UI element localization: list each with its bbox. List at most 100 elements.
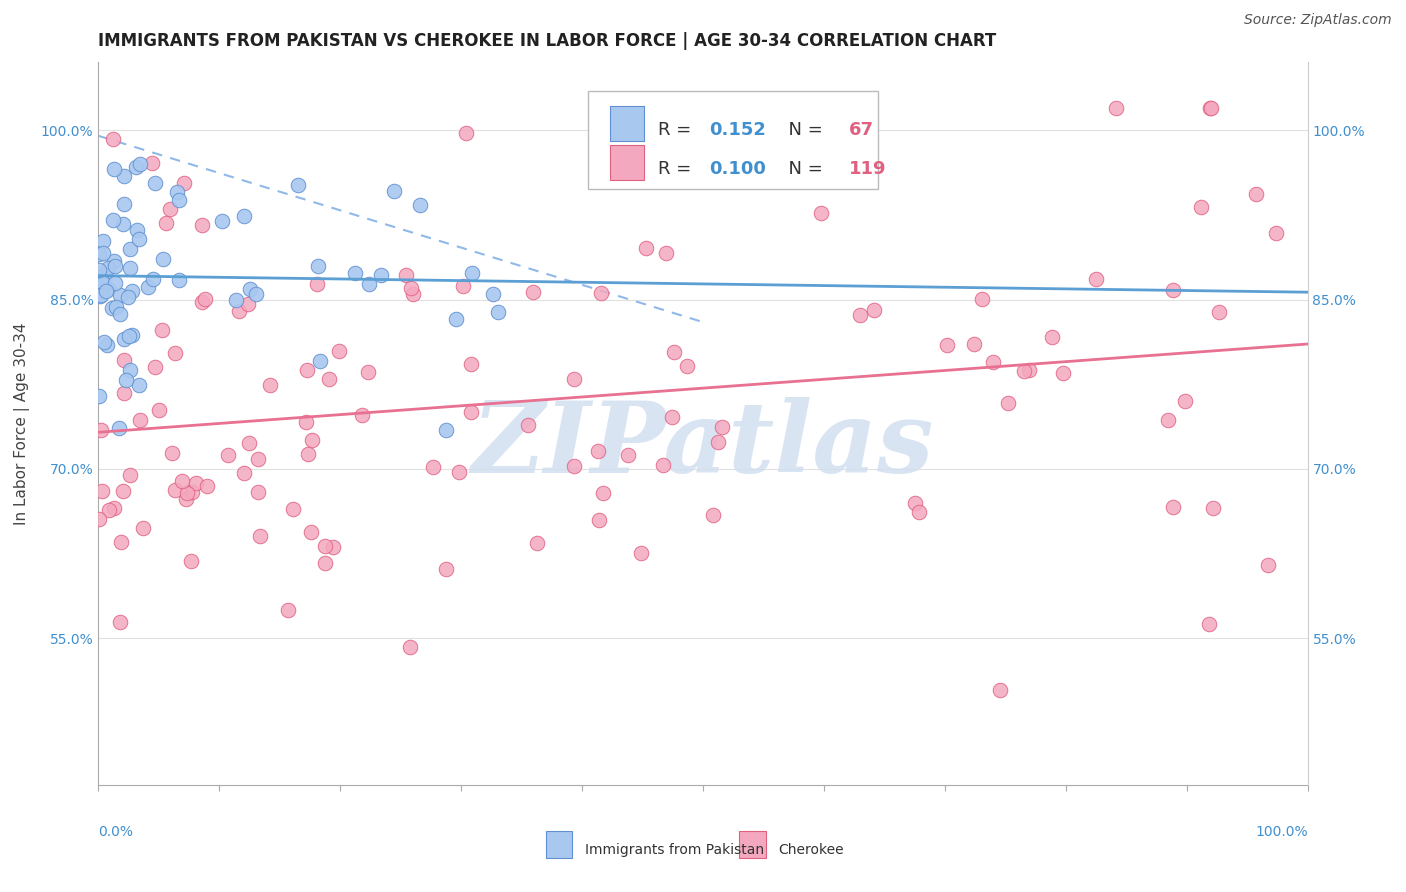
Point: [96, 337, 118, 351]
Point: [103, 212, 125, 227]
Point: [90, 287, 112, 301]
Text: Source: ZipAtlas.com: Source: ZipAtlas.com: [1244, 13, 1392, 28]
Point: [328, 344, 350, 359]
Point: [120, 467, 142, 482]
Text: 0.0%: 0.0%: [98, 825, 134, 838]
Point: [228, 304, 250, 318]
Point: [997, 395, 1019, 409]
Point: [87, 247, 110, 261]
Point: [592, 486, 614, 500]
Point: [287, 178, 309, 193]
Point: [174, 491, 197, 506]
Point: [322, 540, 344, 554]
Point: [1105, 101, 1128, 115]
FancyBboxPatch shape: [610, 145, 644, 179]
Point: [194, 292, 217, 306]
Point: [849, 309, 872, 323]
Point: [676, 359, 699, 373]
Point: [191, 218, 214, 232]
Point: [1084, 272, 1107, 286]
Point: [904, 496, 927, 510]
Point: [110, 288, 132, 302]
Point: [143, 176, 166, 190]
Point: [180, 484, 202, 499]
Point: [160, 446, 183, 460]
FancyBboxPatch shape: [588, 91, 879, 189]
Point: [110, 535, 132, 549]
Point: [447, 465, 470, 479]
Point: [281, 502, 304, 516]
Point: [112, 217, 135, 231]
Point: [481, 287, 503, 301]
Point: [636, 241, 658, 255]
Point: [382, 184, 405, 198]
Point: [107, 421, 129, 435]
Point: [112, 196, 135, 211]
Point: [436, 562, 458, 576]
Point: [136, 280, 159, 294]
FancyBboxPatch shape: [740, 830, 766, 858]
Point: [314, 540, 336, 554]
Point: [112, 332, 135, 346]
Point: [98, 503, 121, 517]
Point: [357, 277, 380, 292]
Point: [1157, 412, 1180, 426]
Point: [350, 408, 373, 422]
Point: [121, 327, 143, 342]
Point: [277, 603, 299, 617]
Point: [357, 365, 380, 379]
Point: [259, 378, 281, 392]
Text: R =: R =: [658, 161, 697, 178]
Text: 0.100: 0.100: [709, 161, 766, 178]
Point: [1189, 200, 1212, 214]
Point: [91, 246, 114, 260]
Point: [461, 266, 484, 280]
Text: ZIPatlas: ZIPatlas: [472, 397, 934, 493]
Point: [1208, 305, 1230, 319]
Point: [89, 289, 111, 303]
Point: [105, 301, 128, 315]
Point: [1199, 101, 1222, 115]
Point: [988, 682, 1011, 697]
Point: [707, 435, 730, 450]
Point: [486, 305, 509, 319]
Point: [90, 273, 112, 287]
Point: [1265, 226, 1288, 240]
Point: [307, 259, 329, 273]
Point: [128, 377, 150, 392]
Point: [1198, 101, 1220, 115]
Point: [564, 459, 586, 474]
Point: [233, 209, 256, 223]
Point: [1198, 616, 1220, 631]
Point: [810, 206, 832, 220]
Point: [444, 312, 467, 326]
Point: [211, 214, 233, 228]
Point: [408, 198, 430, 212]
FancyBboxPatch shape: [546, 830, 572, 858]
Point: [238, 435, 260, 450]
Text: N =: N =: [776, 161, 828, 178]
Point: [232, 467, 254, 481]
Point: [91, 234, 114, 248]
Point: [103, 253, 125, 268]
Point: [1018, 362, 1040, 376]
Point: [591, 285, 613, 300]
Point: [87, 262, 110, 277]
Point: [295, 363, 318, 377]
Text: 119: 119: [849, 161, 887, 178]
Point: [1201, 501, 1223, 516]
Point: [132, 521, 155, 535]
Point: [661, 409, 683, 424]
Point: [907, 505, 929, 519]
Point: [129, 412, 152, 426]
Point: [121, 284, 143, 298]
Point: [225, 293, 247, 307]
Point: [104, 259, 127, 273]
Point: [586, 443, 609, 458]
Text: Immigrants from Pakistan: Immigrants from Pakistan: [585, 843, 763, 857]
Point: [588, 513, 610, 527]
Point: [299, 524, 322, 539]
Point: [1174, 393, 1197, 408]
Point: [295, 415, 318, 429]
Point: [972, 292, 994, 306]
